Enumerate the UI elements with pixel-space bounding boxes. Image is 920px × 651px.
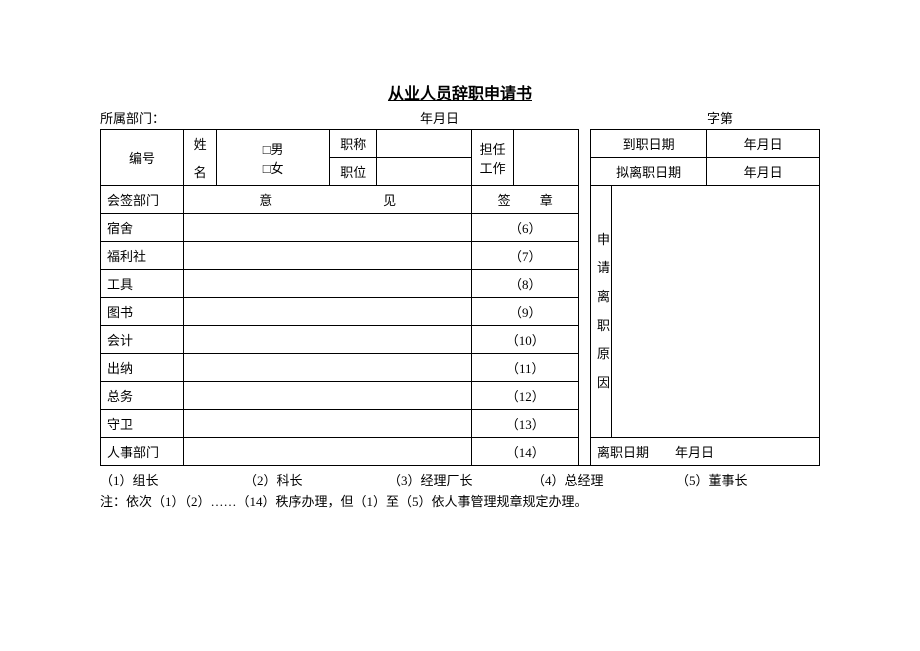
gap xyxy=(579,382,591,410)
row-opinion[interactable] xyxy=(184,298,472,326)
row-opinion[interactable] xyxy=(184,354,472,382)
name-label-bottom: 名 xyxy=(184,158,217,186)
gap xyxy=(579,438,591,466)
row-opinion[interactable] xyxy=(184,326,472,354)
row-num: （14） xyxy=(472,438,579,466)
name-label-top: 姓 xyxy=(184,130,217,158)
reason-zhi: 职 xyxy=(597,312,605,341)
role-4: （4）总经理 xyxy=(532,470,676,489)
row-opinion[interactable] xyxy=(184,242,472,270)
header-zi: 字第 xyxy=(620,108,820,127)
reason-shen: 申 xyxy=(597,226,605,255)
main-table: 编号 姓 □男 □女 职称 担任工作 到职日期 年月日 名 职位 拟离职日期 年… xyxy=(100,129,820,466)
row-label: 人事部门 xyxy=(101,438,184,466)
row-num: （6） xyxy=(472,214,579,242)
header-line: 所属部门： 年月日 字第 xyxy=(100,108,820,127)
gender-female: □女 xyxy=(223,158,323,177)
form-title: 从业人员辞职申请书 xyxy=(100,80,820,104)
gap xyxy=(579,130,591,186)
gap xyxy=(579,214,591,242)
arrival-value: 年月日 xyxy=(707,130,820,158)
reason-yuan: 原 xyxy=(597,340,605,369)
row-num: （9） xyxy=(472,298,579,326)
gap xyxy=(579,326,591,354)
footer-roles: （1）组长 （2）科长 （3）经理厂长 （4）总经理 （5）董事长 xyxy=(100,470,820,489)
role-3: （3）经理厂长 xyxy=(388,470,532,489)
reason-content[interactable] xyxy=(612,186,820,438)
gap xyxy=(579,186,591,214)
row-opinion[interactable] xyxy=(184,438,472,466)
sign-dept-label: 会签部门 xyxy=(101,186,184,214)
role-2: （2）科长 xyxy=(244,470,388,489)
position-value[interactable] xyxy=(377,158,472,186)
row-label: 图书 xyxy=(101,298,184,326)
row-label: 宿舍 xyxy=(101,214,184,242)
row-num: （8） xyxy=(472,270,579,298)
footer-note: 注：依次（1）（2）……（14）秩序办理，但（1）至（5）依人事管理规章规定办理… xyxy=(100,491,820,510)
row-opinion[interactable] xyxy=(184,214,472,242)
row-num: （10） xyxy=(472,326,579,354)
row-num: （7） xyxy=(472,242,579,270)
reason-li: 离 xyxy=(597,283,605,312)
gender-cell: □男 □女 xyxy=(217,130,330,186)
row-label: 守卫 xyxy=(101,410,184,438)
id-label: 编号 xyxy=(101,130,184,186)
gap xyxy=(579,298,591,326)
header-date: 年月日 xyxy=(420,108,620,127)
sign-seal: 签章 xyxy=(472,186,579,214)
row-opinion[interactable] xyxy=(184,382,472,410)
position-label: 职位 xyxy=(329,158,376,186)
row-label: 出纳 xyxy=(101,354,184,382)
leave-date: 离职日期 年月日 xyxy=(590,438,819,466)
reason-yin: 因 xyxy=(597,369,605,398)
row-num: （13） xyxy=(472,410,579,438)
row-label: 工具 xyxy=(101,270,184,298)
gap xyxy=(579,410,591,438)
row-opinion[interactable] xyxy=(184,270,472,298)
leave-plan-label: 拟离职日期 xyxy=(590,158,706,186)
row-label: 会计 xyxy=(101,326,184,354)
row-num: （11） xyxy=(472,354,579,382)
role-5: （5）董事长 xyxy=(676,470,820,489)
row-opinion[interactable] xyxy=(184,410,472,438)
leave-plan-value: 年月日 xyxy=(707,158,820,186)
duty-value[interactable] xyxy=(513,130,578,186)
department-label: 所属部门： xyxy=(100,108,420,127)
row-label: 福利社 xyxy=(101,242,184,270)
title-value[interactable] xyxy=(377,130,472,158)
duty-label: 担任工作 xyxy=(472,130,514,186)
title-label: 职称 xyxy=(329,130,376,158)
sign-opinion: 意见 xyxy=(184,186,472,214)
reason-qing: 请 xyxy=(597,254,605,283)
gap xyxy=(579,242,591,270)
role-1: （1）组长 xyxy=(100,470,244,489)
row-label: 总务 xyxy=(101,382,184,410)
reason-label: 申 请 离 职 原 因 xyxy=(590,186,611,438)
gender-male: □男 xyxy=(223,139,323,158)
row-num: （12） xyxy=(472,382,579,410)
arrival-label: 到职日期 xyxy=(590,130,706,158)
gap xyxy=(579,270,591,298)
gap xyxy=(579,354,591,382)
